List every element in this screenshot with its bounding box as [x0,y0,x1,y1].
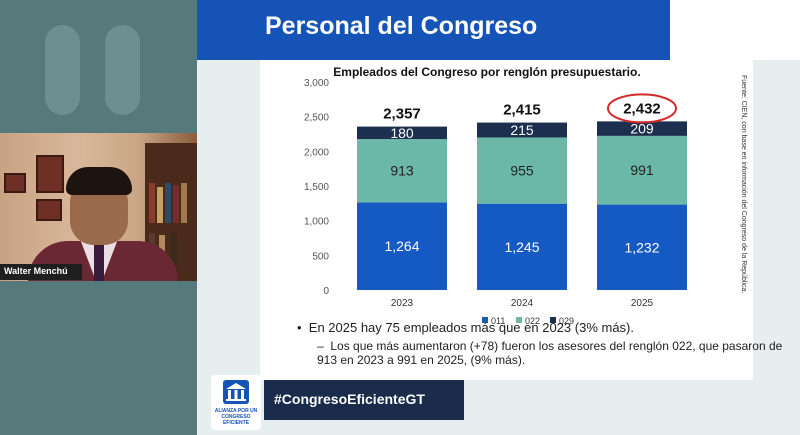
chart-title: Empleados del Congreso por renglón presu… [333,65,640,79]
legend-label: 011 [491,316,505,326]
hashtag-banner: #CongresoEficienteGT [264,380,464,420]
slide-header: Personal del Congreso [197,0,670,60]
bar-value-label: 180 [390,125,414,141]
building-icon [223,380,249,404]
bar-segment [477,137,567,204]
legend-label: 022 [525,316,540,326]
presenter-video [0,133,197,281]
total-label: 2,357 [383,106,421,123]
building-icon-graphic [226,383,246,401]
x-tick-label: 2025 [631,298,654,309]
y-tick-label: 2,500 [304,113,329,124]
y-tick-label: 0 [323,286,329,297]
highlight-circle [607,93,677,124]
total-label: 2,432 [623,100,661,117]
wall-frame [36,155,64,193]
bar-value-label: 991 [630,162,654,178]
presenter-name: Walter Menchú [0,264,82,280]
bar-segment [477,122,567,138]
sub-bullet-item: – Los que más aumentaron (+78) fueron lo… [317,339,783,367]
source-note: Fuente: CIEN, con base en información de… [740,75,747,294]
bar-segment [597,135,687,205]
legend-swatch [482,317,488,323]
wall-frame [36,199,62,221]
decor-shape [45,25,80,115]
x-tick-label: 2024 [511,298,534,309]
x-tick-label: 2023 [391,298,414,309]
bar-segment [597,204,687,290]
bar-segment [597,121,687,136]
y-tick-label: 1,000 [304,217,329,228]
tie [94,245,104,281]
bar-value-label: 1,245 [504,239,539,255]
bullet-item: • En 2025 hay 75 empleados más que en 20… [297,320,634,335]
slide-title: Personal del Congreso [265,12,538,40]
bar-value-label: 1,232 [624,239,659,255]
sub-bullet-text: Los que más aumentaron (+78) fueron los … [317,339,783,367]
bar-chart: Empleados del Congreso por renglón presu… [304,65,687,326]
presentation-slide: Personal del Congreso Empleados del Cong… [197,0,800,435]
y-tick-label: 500 [312,251,329,262]
legend-swatch [550,317,556,323]
bullet-text: En 2025 hay 75 empleados más que en 2023… [308,320,634,335]
bar-segment [357,126,447,140]
bullet-list: • En 2025 hay 75 empleados más que en 20… [297,320,800,367]
legend-label: 029 [559,316,574,326]
legend-swatch [516,317,522,323]
logo-text: ALIANZA POR UN CONGRESO EFICIENTE [214,408,258,426]
bar-value-label: 209 [630,121,654,137]
alliance-logo: ALIANZA POR UN CONGRESO EFICIENTE [211,375,261,430]
y-tick-label: 3,000 [304,78,329,89]
y-tick-label: 2,000 [304,147,329,158]
y-tick-label: 1,500 [304,182,329,193]
bar-segment [477,203,567,290]
wall-frame [4,173,26,193]
bar-value-label: 215 [510,122,534,138]
total-label: 2,415 [503,102,541,119]
bar-value-label: 955 [510,163,534,179]
bar-segment [357,202,447,290]
bar-value-label: 1,264 [384,238,419,254]
bar-value-label: 913 [390,163,414,179]
decor-shape [105,25,140,115]
bar-segment [357,139,447,203]
